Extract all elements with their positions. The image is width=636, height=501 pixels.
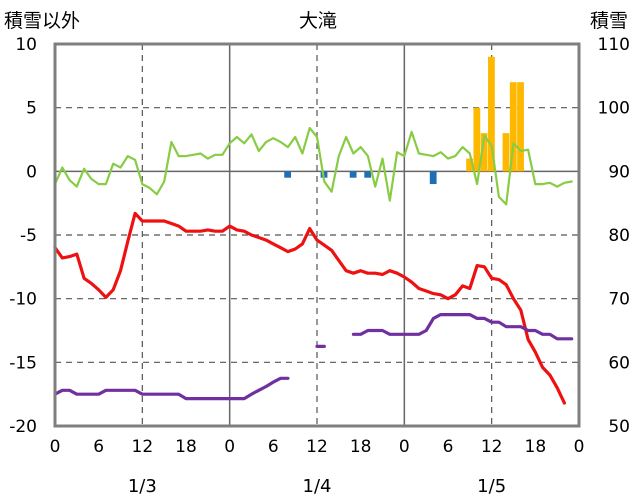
right-tick-label: 80 [608, 226, 630, 246]
right-tick-label: 110 [598, 35, 630, 55]
left-tick-label: 10 [15, 35, 37, 55]
purple-series-line [53, 376, 290, 401]
right-tick-label: 60 [608, 353, 630, 373]
x-tick-label: 6 [268, 437, 279, 457]
blue-bar [349, 171, 357, 178]
green-series-line [53, 126, 573, 206]
blue-bar [364, 171, 372, 178]
right-tick-label: 50 [608, 417, 630, 437]
plot-frame [53, 42, 581, 428]
x-tick-label: 12 [132, 437, 154, 457]
x-tick-label: 18 [350, 437, 372, 457]
right-tick-label: 90 [608, 162, 630, 182]
left-tick-label: -5 [20, 226, 37, 246]
left-tick-label: -20 [9, 417, 37, 437]
right-tick-label: 70 [608, 290, 630, 310]
orange-bar [509, 82, 517, 172]
x-tick-label: 18 [525, 437, 547, 457]
right-tick-label: 100 [598, 99, 630, 119]
orange-bar [488, 56, 495, 172]
line-layer [53, 126, 574, 405]
orange-bar [473, 107, 481, 172]
date-label: 1/3 [128, 476, 157, 497]
date-label: 1/5 [477, 476, 506, 497]
purple-series-line [351, 313, 574, 341]
blue-bar [284, 171, 292, 178]
x-tick-label: 12 [306, 437, 328, 457]
x-tick-label: 12 [481, 437, 503, 457]
date-label: 1/4 [303, 476, 332, 497]
red-series-line [53, 211, 566, 405]
left-tick-label: 5 [26, 99, 37, 119]
orange-bar [502, 133, 510, 172]
blue-bar [429, 171, 437, 185]
left-tick-label: -10 [9, 290, 37, 310]
right-axis-title: 積雪 [589, 10, 628, 32]
x-tick-label: 0 [574, 437, 585, 457]
x-tick-label: 6 [93, 437, 104, 457]
x-tick-label: 0 [50, 437, 61, 457]
left-tick-label: 0 [26, 162, 37, 182]
x-tick-label: 0 [399, 437, 410, 457]
left-tick-label: -15 [9, 353, 37, 373]
x-tick-label: 18 [175, 437, 197, 457]
chart-title: 大滝 [298, 10, 338, 32]
x-tick-label: 0 [224, 437, 235, 457]
x-tick-label: 6 [443, 437, 454, 457]
orange-bar [517, 82, 524, 172]
orange-bar [480, 133, 488, 172]
orange-bar [466, 158, 473, 172]
left-axis-title: 積雪以外 [4, 10, 81, 32]
grid-lines [55, 44, 579, 426]
